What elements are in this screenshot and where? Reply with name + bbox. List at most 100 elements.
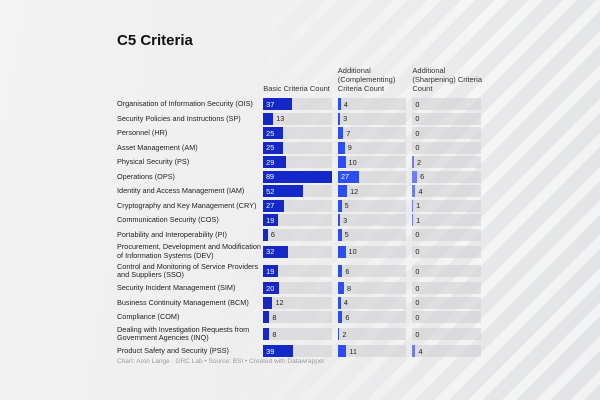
value-cell: 25 bbox=[263, 141, 332, 154]
value-cell: 13 bbox=[263, 112, 332, 125]
value-cell: 3 bbox=[337, 214, 407, 227]
value-cell: 0 bbox=[412, 328, 481, 341]
value-label: 1 bbox=[416, 201, 421, 211]
row-label: Organisation of Information Security (OI… bbox=[117, 99, 253, 109]
chart-title: C5 Criteria bbox=[117, 32, 193, 49]
value-cell: 0 bbox=[412, 112, 481, 125]
row-label: Cryptography and Key Management (CRY) bbox=[117, 200, 257, 210]
value-bar: 52 bbox=[263, 185, 304, 198]
table-row: Compliance (COM) 8 6 0 bbox=[117, 310, 487, 325]
value-bar bbox=[337, 282, 344, 295]
row-label: Dealing with Investigation Requests from… bbox=[117, 324, 250, 343]
value-label: 29 bbox=[266, 157, 275, 167]
value-cell: 37 bbox=[263, 98, 332, 111]
value-label: 0 bbox=[415, 99, 420, 109]
value-cell: 1 bbox=[412, 214, 481, 227]
value-bar: 27 bbox=[263, 199, 285, 212]
table-header: Basic Criteria Count Additional (Complem… bbox=[117, 57, 487, 97]
row-label: Security Incident Management (SIM) bbox=[117, 283, 236, 293]
value-cell: 0 bbox=[412, 265, 481, 278]
value-label: 2 bbox=[416, 157, 421, 167]
value-label: 2 bbox=[342, 329, 347, 339]
value-bar bbox=[412, 345, 416, 358]
table-row: Product Safety and Security (PSS) 39 11 4 bbox=[117, 344, 487, 359]
value-bar bbox=[412, 185, 416, 198]
value-cell: 32 bbox=[263, 245, 332, 258]
column-header-basic[interactable]: Basic Criteria Count bbox=[263, 84, 330, 93]
table-row: Security Incident Management (SIM) 20 8 0 bbox=[117, 281, 487, 296]
value-bar bbox=[412, 214, 414, 227]
value-bar bbox=[337, 296, 341, 309]
value-cell: 27 bbox=[263, 199, 332, 212]
table-row: Dealing with Investigation Requests from… bbox=[117, 325, 487, 345]
value-cell: 4 bbox=[412, 185, 481, 198]
value-cell: 4 bbox=[412, 345, 481, 358]
value-cell: 6 bbox=[263, 228, 332, 241]
column-header-sharpening[interactable]: Additional (Sharpening) Criteria Count bbox=[412, 66, 483, 93]
chart-table: C5 Criteria Basic Criteria Count Additio… bbox=[117, 32, 487, 359]
value-bar: 25 bbox=[263, 141, 283, 154]
value-label: 0 bbox=[415, 312, 420, 322]
value-cell: 8 bbox=[337, 282, 407, 295]
value-bar: 32 bbox=[263, 245, 288, 258]
value-label: 13 bbox=[276, 114, 285, 124]
value-bar: 29 bbox=[263, 156, 286, 169]
value-bar bbox=[337, 245, 346, 258]
value-bar bbox=[337, 265, 343, 278]
value-label: 39 bbox=[266, 346, 275, 356]
column-header-complementing[interactable]: Additional (Complementing) Criteria Coun… bbox=[337, 66, 396, 93]
value-cell: 19 bbox=[263, 265, 332, 278]
table-row: Organisation of Information Security (OI… bbox=[117, 97, 487, 112]
value-label: 32 bbox=[266, 247, 275, 257]
value-label: 4 bbox=[418, 346, 423, 356]
value-bar bbox=[412, 170, 418, 183]
value-label: 4 bbox=[418, 186, 423, 196]
table-row: Operations (OPS) 89 27 6 bbox=[117, 170, 487, 185]
value-label: 6 bbox=[420, 172, 425, 182]
table-row: Procurement, Development and Modificatio… bbox=[117, 242, 487, 262]
value-cell: 3 bbox=[337, 112, 407, 125]
table-row: Portability and Interoperability (PI) 6 5 0 bbox=[117, 228, 487, 243]
row-label: Identity and Access Management (IAM) bbox=[117, 186, 245, 196]
value-bar bbox=[263, 112, 274, 125]
value-bar bbox=[337, 228, 342, 241]
value-label: 0 bbox=[415, 298, 420, 308]
value-label: 8 bbox=[346, 283, 352, 293]
value-bar: 19 bbox=[263, 214, 278, 227]
value-cell: 20 bbox=[263, 282, 332, 295]
value-label: 4 bbox=[343, 99, 348, 109]
value-bar bbox=[412, 199, 414, 212]
value-cell: 39 bbox=[263, 345, 332, 358]
value-label: 1 bbox=[416, 215, 421, 225]
value-label: 9 bbox=[347, 143, 352, 153]
value-cell: 27 bbox=[337, 170, 407, 183]
value-bar: 25 bbox=[263, 127, 283, 140]
value-label: 0 bbox=[415, 329, 420, 339]
value-cell: 6 bbox=[337, 311, 407, 324]
table-body: Organisation of Information Security (OI… bbox=[117, 97, 487, 359]
value-label: 0 bbox=[415, 128, 420, 138]
value-bar: 89 bbox=[262, 170, 332, 183]
value-bar bbox=[337, 311, 343, 324]
row-label: Personnel (HR) bbox=[117, 128, 168, 138]
value-bar bbox=[337, 141, 345, 154]
value-label: 25 bbox=[266, 128, 275, 138]
value-bar bbox=[337, 185, 348, 198]
value-cell: 6 bbox=[412, 170, 481, 183]
value-cell: 10 bbox=[337, 245, 407, 258]
value-bar bbox=[337, 345, 347, 358]
value-cell: 6 bbox=[337, 265, 407, 278]
table-row: Asset Management (AM) 25 9 0 bbox=[117, 141, 487, 156]
value-bar bbox=[337, 328, 340, 341]
value-cell: 10 bbox=[337, 156, 407, 169]
value-label: 5 bbox=[344, 201, 349, 211]
value-label: 8 bbox=[272, 312, 277, 322]
value-cell: 89 bbox=[262, 170, 332, 183]
value-bar bbox=[337, 214, 341, 227]
value-cell: 8 bbox=[263, 311, 332, 324]
value-bar bbox=[263, 328, 270, 341]
table-row: Identity and Access Management (IAM) 52 12… bbox=[117, 184, 487, 199]
value-label: 6 bbox=[270, 230, 275, 240]
value-label: 27 bbox=[340, 172, 350, 182]
value-cell: 7 bbox=[337, 127, 407, 140]
